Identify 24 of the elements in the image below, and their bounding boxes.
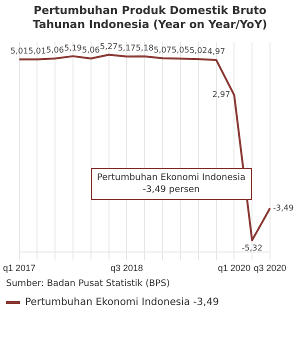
data-label: 5,05	[172, 46, 190, 55]
data-label: 5,06	[46, 46, 64, 55]
data-label: 5,17	[118, 44, 136, 53]
text: Sumber: Badan Pusat Statistik (BPS)	[5, 278, 171, 291]
data-label: 5,06	[82, 46, 100, 55]
data-label: 5,01	[10, 46, 28, 56]
chart-title: Pertumbuhan Produk Domestik Bruto Tahunan Indonesia (Year on Year/YoY)	[32, 3, 268, 32]
data-label: 5,07	[154, 45, 172, 54]
data-label: 5,19	[64, 43, 82, 52]
data-label: 5,18	[136, 43, 154, 52]
data-label: -3,49	[273, 203, 294, 212]
x-tick-label: q1 2020	[218, 263, 250, 274]
data-label: -5,32	[242, 243, 262, 252]
data-label: 5,01	[28, 46, 46, 56]
text: Pertumbuhan Ekonomi Indonesia -3,49	[25, 297, 220, 308]
series-label: Pertumbuhan Ekonomi Indonesia	[97, 173, 246, 184]
data-label: 5,02	[189, 46, 208, 56]
x-tick-label: q1 2017	[2, 263, 36, 274]
data-label: 5,27	[100, 42, 118, 51]
x-tick-label: q3 2020	[254, 263, 286, 274]
text: -3,49 persen	[142, 185, 200, 196]
data-label: 4,97	[207, 47, 226, 56]
data-label: 2,97	[212, 90, 230, 100]
x-tick-label: q3 2018	[110, 263, 143, 274]
